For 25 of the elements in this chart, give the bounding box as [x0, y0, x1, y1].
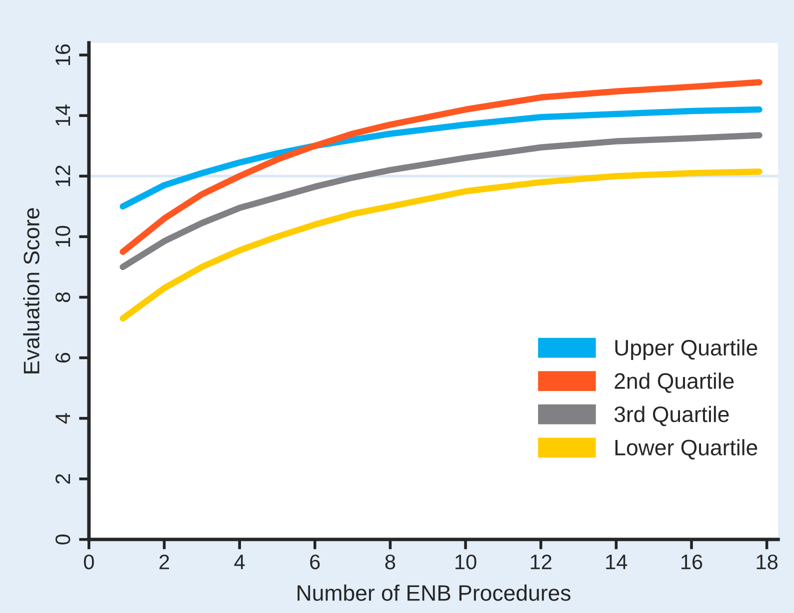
- x-tick-label: 6: [310, 554, 320, 570]
- y-axis-title: Evaluation Score: [23, 208, 40, 374]
- x-tick-label: 18: [756, 554, 778, 570]
- y-tick-label: 8: [55, 292, 70, 302]
- x-tick-label: 16: [682, 554, 702, 570]
- x-tick-label: 10: [456, 554, 476, 570]
- y-tick-label: 10: [55, 226, 70, 247]
- legend-label: 2nd Quartile: [614, 372, 734, 393]
- y-tick-label: 2: [55, 474, 70, 484]
- x-tick-label: 12: [530, 554, 552, 570]
- x-axis-title: Number of ENB Procedures: [298, 584, 570, 601]
- legend-label: 3rd Quartile: [614, 406, 729, 426]
- legend-label: Lower Quartile: [615, 439, 758, 460]
- x-tick-label: 2: [160, 554, 169, 570]
- x-tick-label: 14: [606, 554, 628, 570]
- legend-label: Upper Quartile: [615, 339, 758, 360]
- y-tick-label: 16: [55, 44, 70, 66]
- y-tick-label: 4: [56, 413, 70, 424]
- y-tick-label: 14: [56, 104, 70, 126]
- y-tick-label: 12: [55, 166, 70, 186]
- y-tick-label: 6: [55, 352, 70, 363]
- x-tick-label: 0: [84, 554, 94, 570]
- x-tick-label: 4: [234, 554, 245, 570]
- y-tick-label: 0: [55, 534, 70, 544]
- x-tick-label: 8: [385, 554, 396, 570]
